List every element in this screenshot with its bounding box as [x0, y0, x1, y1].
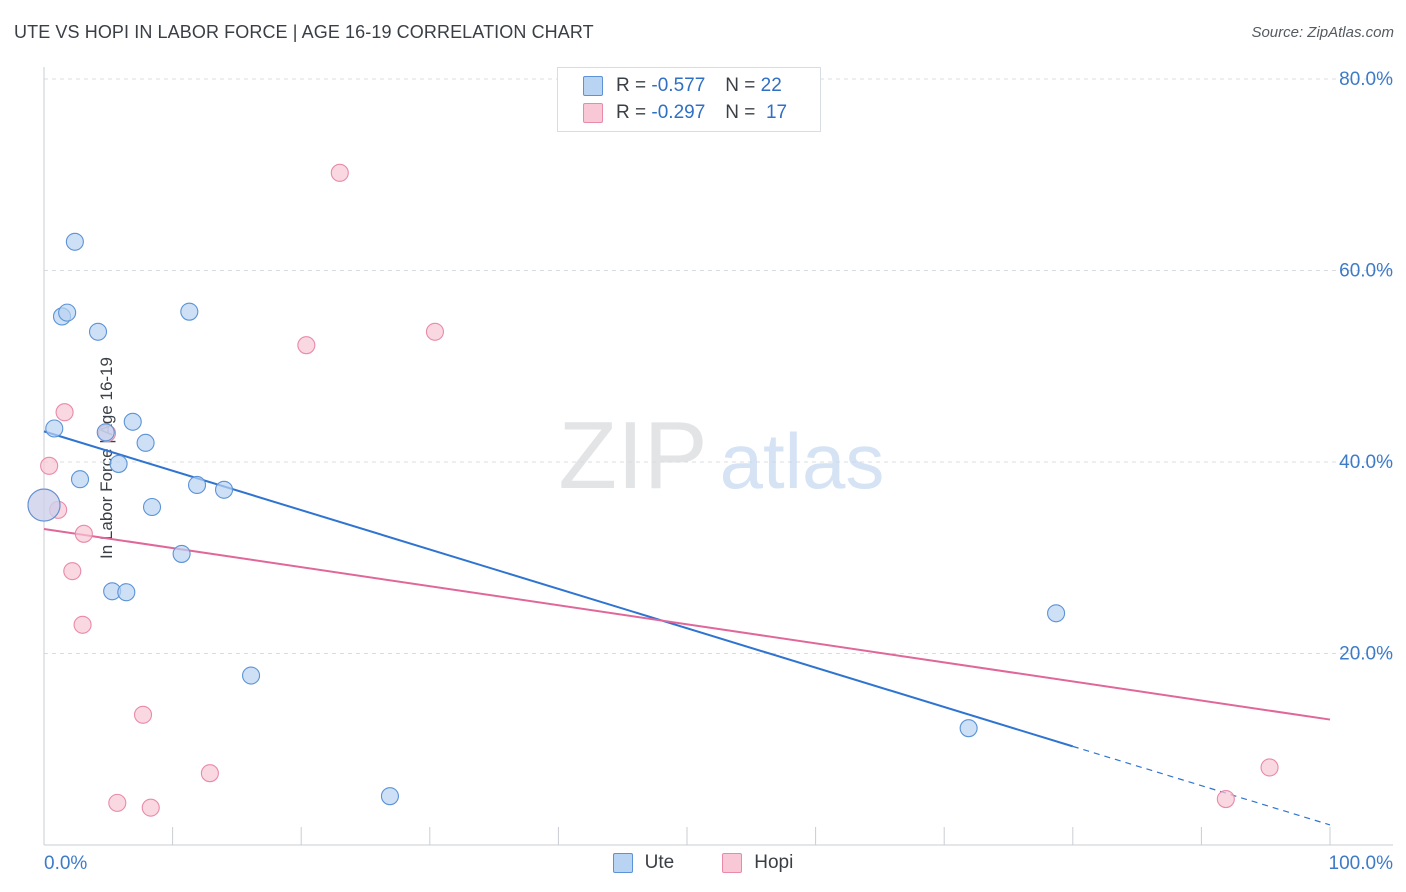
- point-ute: [142, 497, 162, 517]
- ute-r-value: -0.577: [651, 75, 706, 96]
- source-credit: Source: ZipAtlas.com: [1251, 24, 1394, 41]
- legend-swatch-hopi: [722, 853, 743, 873]
- point-ute: [1047, 604, 1066, 623]
- point-ute: [45, 419, 64, 438]
- point-hopi: [74, 524, 93, 543]
- legend-swatch-ute: [612, 853, 633, 873]
- point-ute: [959, 719, 978, 738]
- ute-swatch: [583, 76, 603, 96]
- point-hopi: [55, 403, 74, 422]
- hopi-n-label: N =: [725, 102, 756, 123]
- point-ute: [27, 488, 61, 522]
- trend-line-hopi: [43, 528, 1331, 721]
- hopi-r-label: R =: [616, 102, 647, 123]
- point-ute: [123, 412, 142, 431]
- point-ute: [117, 583, 136, 602]
- y-tick-label: 20.0%: [1339, 644, 1393, 665]
- trend-line-ute: [43, 430, 1074, 748]
- hopi-n-value: 17: [765, 102, 788, 123]
- point-hopi: [63, 562, 82, 581]
- point-hopi: [425, 322, 444, 341]
- point-hopi: [200, 764, 219, 783]
- point-ute: [136, 433, 155, 452]
- legend-label-hopi: Hopi: [754, 852, 794, 873]
- hopi-r-value: -0.297: [651, 102, 706, 123]
- data-points: [27, 163, 1279, 817]
- point-ute: [380, 787, 399, 806]
- point-hopi: [1260, 758, 1279, 777]
- point-hopi: [297, 336, 316, 355]
- x-tick-label-max: 100.0%: [1329, 853, 1394, 874]
- point-ute: [88, 322, 108, 341]
- point-hopi: [40, 456, 59, 475]
- point-ute: [58, 303, 77, 322]
- point-ute: [187, 475, 207, 495]
- ute-n-label: N =: [725, 75, 756, 96]
- point-ute: [96, 423, 115, 442]
- stats-legend: R = -0.577 N = 22 R = -0.297 N = 17: [557, 67, 821, 132]
- y-tick-labels: 20.0% 40.0% 60.0% 80.0%: [1339, 69, 1393, 665]
- trend-line-extension-ute: [1072, 745, 1331, 826]
- trend-lines: [43, 430, 1331, 826]
- y-tick-label: 40.0%: [1339, 452, 1393, 473]
- stats-row-hopi: R = -0.297 N = 17: [583, 101, 787, 125]
- point-hopi: [108, 793, 127, 812]
- point-ute: [70, 470, 90, 489]
- point-ute: [214, 480, 234, 499]
- axes: [43, 67, 1393, 846]
- point-ute: [109, 454, 128, 473]
- series-legend: Ute Hopi: [0, 852, 1406, 874]
- x-tick-label-min: 0.0%: [44, 853, 87, 874]
- legend-item-hopi[interactable]: Hopi: [722, 852, 793, 874]
- hopi-swatch: [583, 103, 603, 123]
- point-ute: [65, 232, 84, 251]
- chart-title: UTE VS HOPI IN LABOR FORCE | AGE 16-19 C…: [14, 22, 594, 42]
- point-ute: [172, 544, 191, 563]
- y-tick-label: 60.0%: [1339, 261, 1393, 282]
- legend-item-ute[interactable]: Ute: [612, 852, 675, 874]
- ute-n-value: 22: [760, 75, 782, 96]
- y-tick-label: 80.0%: [1339, 69, 1393, 90]
- point-hopi: [141, 798, 160, 817]
- ute-r-label: R =: [616, 75, 647, 96]
- point-hopi: [133, 705, 153, 724]
- point-hopi: [1216, 789, 1235, 809]
- watermark-zip: ZIP: [558, 402, 707, 509]
- point-ute: [241, 666, 261, 685]
- point-hopi: [330, 163, 349, 182]
- stats-row-ute: R = -0.577 N = 22: [583, 74, 782, 98]
- watermark-atlas: atlas: [720, 417, 885, 505]
- point-hopi: [73, 615, 92, 634]
- grid: [44, 78, 1393, 654]
- point-ute: [180, 302, 199, 321]
- legend-label-ute: Ute: [644, 852, 675, 873]
